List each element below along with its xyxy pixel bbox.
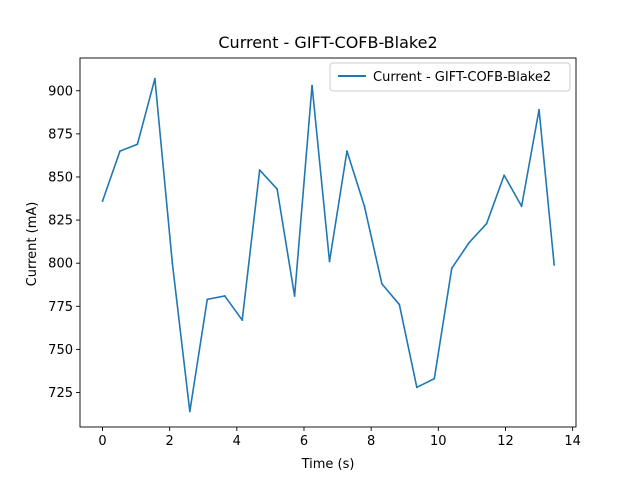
y-tick-label: 775	[48, 300, 73, 315]
data-point	[101, 200, 104, 203]
data-point	[153, 77, 156, 80]
y-tick-label: 800	[48, 257, 73, 272]
y-tick-label: 850	[48, 170, 73, 185]
data-point	[520, 205, 523, 208]
data-point	[328, 260, 331, 263]
data-point	[485, 222, 488, 225]
y-axis-label: Current (mA)	[25, 202, 40, 287]
legend: Current - GIFT-COFB-Blake2	[329, 62, 571, 92]
plot-frame	[79, 57, 577, 428]
plot-area	[79, 57, 577, 428]
data-point	[188, 410, 191, 413]
data-point	[293, 295, 296, 297]
y-tick-label: 900	[48, 84, 73, 99]
data-point	[119, 150, 121, 153]
legend-label: Current - GIFT-COFB-Blake2	[373, 70, 551, 85]
data-point	[258, 169, 261, 171]
data-point	[553, 264, 556, 266]
x-tick-label: 4	[233, 434, 241, 449]
series-line-0	[101, 77, 555, 413]
data-point	[346, 150, 348, 153]
data-point	[468, 241, 471, 244]
x-tick-label: 10	[430, 434, 447, 449]
data-point	[363, 205, 366, 208]
y-tick-label: 725	[48, 386, 73, 401]
data-point	[433, 377, 436, 380]
y-tick-label: 875	[48, 127, 73, 142]
x-tick-label: 0	[98, 434, 106, 449]
data-point	[381, 282, 383, 285]
data-point	[276, 188, 279, 190]
x-axis: 0 2 4 6 8 10 12 14	[98, 427, 581, 449]
data-point	[503, 174, 506, 177]
data-point	[311, 84, 313, 87]
data-point	[241, 319, 244, 321]
y-tick-label: 825	[48, 214, 73, 229]
x-tick-label: 2	[166, 434, 174, 449]
x-tick-label: 8	[367, 434, 375, 449]
data-point	[136, 143, 139, 146]
x-tick-label: 12	[497, 434, 514, 449]
x-tick-label: 6	[300, 434, 308, 449]
y-axis: 725 750 775 800 825 850 875 900	[48, 84, 80, 401]
x-tick-label: 14	[564, 434, 581, 449]
data-point	[538, 108, 540, 111]
x-axis-label: Time (s)	[301, 457, 355, 472]
data-point	[450, 267, 453, 270]
y-tick-label: 750	[48, 343, 73, 358]
data-point	[415, 386, 418, 389]
data-point	[223, 295, 226, 297]
legend-frame	[329, 62, 571, 92]
chart-title: Current - GIFT-COFB-Blake2	[218, 33, 437, 52]
data-point	[398, 303, 401, 306]
data-point	[206, 298, 209, 301]
data-point	[171, 262, 174, 265]
